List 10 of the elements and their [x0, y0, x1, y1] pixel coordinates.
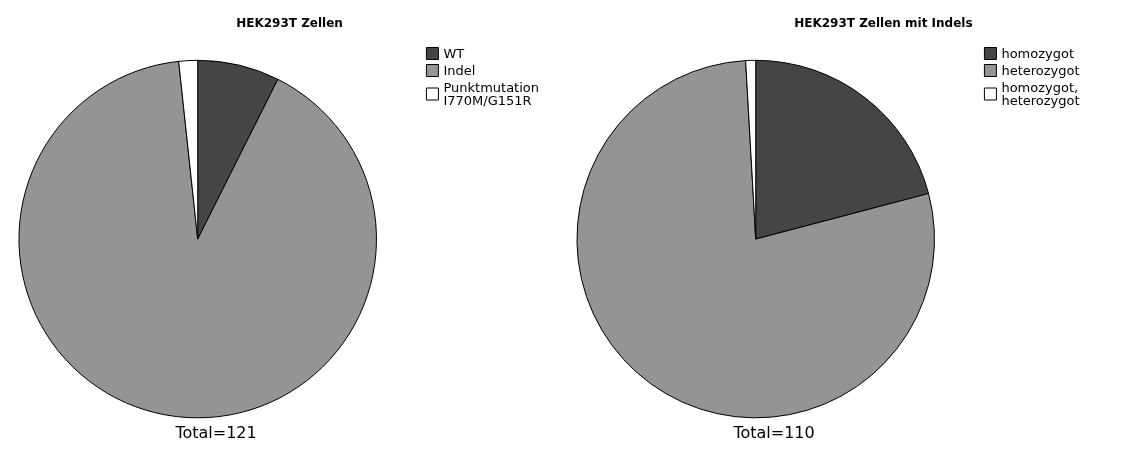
legend-label: homozygot, heterozygot: [1001, 80, 1080, 108]
legend-label: heterozygot: [1001, 63, 1080, 78]
chart-title: HEK293T Zellen mit Indels: [794, 16, 973, 30]
legend-label: homozygot: [1001, 46, 1075, 61]
legend-label: Punktmutation I770M/G151R: [443, 80, 540, 108]
text: Total=110: [732, 422, 815, 442]
text: Total=121: [174, 422, 257, 442]
legend-label: WT: [443, 46, 465, 61]
chart-title: HEK293T Zellen: [236, 16, 343, 30]
legend-label: Indel: [443, 63, 476, 78]
